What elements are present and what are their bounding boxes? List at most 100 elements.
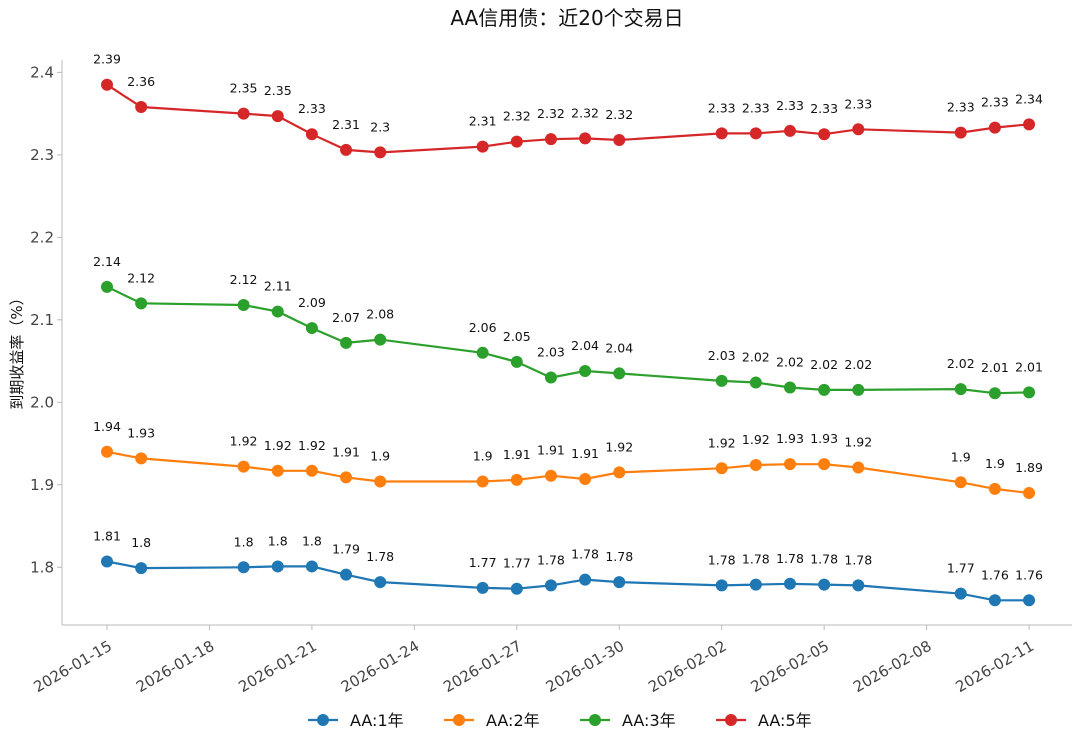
data-point bbox=[715, 579, 728, 592]
data-point bbox=[613, 367, 626, 380]
data-point bbox=[988, 121, 1001, 134]
data-label: 1.9 bbox=[985, 456, 1005, 471]
data-point bbox=[374, 475, 387, 488]
data-label: 1.92 bbox=[742, 432, 770, 447]
data-point bbox=[101, 445, 113, 458]
legend-label: AA:3年 bbox=[622, 711, 676, 730]
data-label: 1.91 bbox=[332, 444, 360, 459]
data-label: 2.32 bbox=[503, 109, 531, 124]
data-label: 2.33 bbox=[844, 96, 872, 111]
series-2: 1.94 1.93 1.92 1.92 1.92 1.91 1.9 1.9 1.91 1.91 1.… bbox=[93, 419, 1043, 500]
y-tick-label: 2.1 bbox=[30, 311, 54, 329]
data-point bbox=[237, 298, 250, 311]
data-label: 1.8 bbox=[234, 534, 254, 549]
data-label: 1.77 bbox=[469, 555, 497, 570]
x-tick-label: 2026-01-27 bbox=[440, 637, 525, 696]
data-label: 1.93 bbox=[810, 431, 838, 446]
data-point bbox=[749, 376, 762, 389]
data-point bbox=[613, 134, 626, 147]
data-point bbox=[237, 460, 250, 473]
data-point bbox=[852, 123, 865, 136]
x-tick-label: 2026-01-30 bbox=[543, 637, 628, 696]
data-point bbox=[305, 560, 318, 573]
series-line bbox=[106, 450, 1030, 495]
data-point bbox=[271, 464, 284, 477]
data-label: 2.02 bbox=[810, 357, 838, 372]
legend-label: AA:1年 bbox=[350, 711, 404, 730]
data-label: 1.93 bbox=[776, 431, 804, 446]
data-label: 2.35 bbox=[264, 83, 292, 98]
data-point bbox=[544, 133, 557, 146]
data-point bbox=[784, 577, 796, 590]
data-point bbox=[476, 475, 489, 488]
data-point bbox=[305, 464, 318, 477]
data-point bbox=[852, 461, 865, 474]
data-point bbox=[510, 355, 523, 368]
data-label: 2.33 bbox=[981, 95, 1009, 110]
data-label: 1.92 bbox=[708, 435, 736, 450]
data-label: 1.92 bbox=[264, 438, 292, 453]
data-label: 1.93 bbox=[127, 425, 155, 440]
data-label: 1.8 bbox=[131, 535, 151, 550]
data-label: 2.05 bbox=[503, 329, 531, 344]
data-label: 1.94 bbox=[93, 419, 121, 434]
data-label: 1.81 bbox=[93, 528, 121, 543]
x-tick-label: 2026-02-08 bbox=[850, 637, 935, 696]
legend-marker bbox=[317, 714, 329, 726]
legend-label: AA:2年 bbox=[486, 711, 540, 730]
data-point bbox=[135, 452, 148, 465]
x-tick-label: 2026-01-21 bbox=[235, 637, 320, 696]
data-point bbox=[135, 562, 148, 575]
data-point bbox=[715, 374, 728, 387]
data-label: 1.78 bbox=[366, 549, 394, 564]
data-point bbox=[271, 305, 284, 318]
data-label: 2.32 bbox=[537, 106, 565, 121]
data-point bbox=[271, 110, 284, 123]
data-point bbox=[305, 128, 318, 141]
data-label: 2.33 bbox=[742, 100, 770, 115]
legend-item: AA:3年 bbox=[580, 711, 676, 730]
data-label: 1.78 bbox=[537, 552, 565, 567]
data-point bbox=[954, 587, 967, 600]
data-point bbox=[340, 336, 353, 349]
data-point bbox=[544, 579, 557, 592]
data-label: 2.3 bbox=[370, 119, 390, 134]
x-tick-label: 2026-01-18 bbox=[133, 637, 218, 696]
data-label: 2.12 bbox=[230, 272, 258, 287]
legend-item: AA:5年 bbox=[716, 711, 812, 730]
data-label: 1.91 bbox=[537, 443, 565, 458]
data-point bbox=[954, 126, 967, 139]
data-label: 2.02 bbox=[844, 357, 872, 372]
data-label: 1.9 bbox=[370, 448, 390, 463]
x-tick-label: 2026-01-24 bbox=[338, 637, 423, 696]
data-point bbox=[715, 127, 728, 140]
data-label: 1.91 bbox=[503, 447, 531, 462]
data-label: 2.04 bbox=[605, 340, 633, 355]
data-point bbox=[305, 322, 318, 335]
data-point bbox=[237, 107, 250, 120]
data-point bbox=[613, 466, 626, 479]
data-label: 1.78 bbox=[776, 551, 804, 566]
data-label: 1.9 bbox=[473, 448, 493, 463]
y-tick-label: 2.3 bbox=[30, 146, 54, 164]
data-point bbox=[749, 458, 762, 471]
data-label: 1.92 bbox=[605, 439, 633, 454]
data-point bbox=[579, 473, 592, 486]
data-point bbox=[749, 578, 762, 591]
legend-marker bbox=[453, 714, 465, 726]
data-point bbox=[784, 381, 796, 394]
data-point bbox=[476, 581, 489, 594]
data-point bbox=[544, 469, 557, 482]
legend-item: AA:2年 bbox=[444, 711, 540, 730]
data-point bbox=[784, 124, 796, 137]
data-label: 2.01 bbox=[1015, 359, 1043, 374]
x-tick-label: 2026-02-05 bbox=[748, 637, 833, 696]
data-point bbox=[818, 578, 831, 591]
legend-marker bbox=[725, 714, 737, 726]
data-point bbox=[613, 576, 626, 589]
data-label: 1.78 bbox=[708, 552, 736, 567]
data-point bbox=[237, 561, 250, 574]
data-label: 2.32 bbox=[605, 107, 633, 122]
data-label: 2.02 bbox=[776, 354, 804, 369]
